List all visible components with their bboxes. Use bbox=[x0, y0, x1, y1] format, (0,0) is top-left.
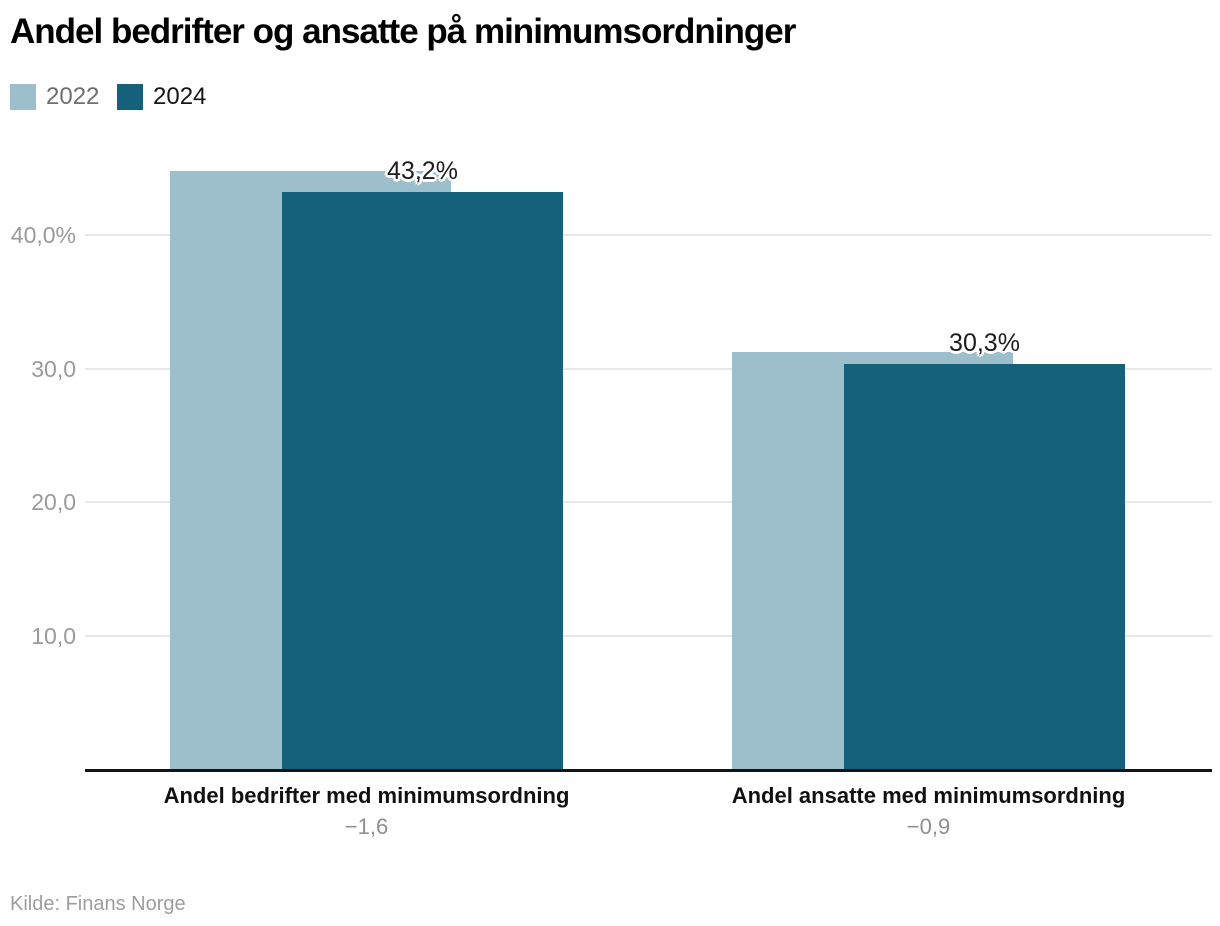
bar-2024-2 bbox=[844, 364, 1125, 769]
legend-item-2024: 2024 bbox=[117, 84, 224, 110]
legend-label-2024: 2024 bbox=[153, 83, 207, 110]
diff-label-1: −1,6 bbox=[344, 814, 389, 839]
y-tick-label-10: 10,0 bbox=[31, 622, 76, 649]
diff-label-2: −0,9 bbox=[906, 814, 951, 839]
y-tick-label-30: 30,0 bbox=[31, 355, 76, 382]
x-axis-line bbox=[85, 769, 1212, 772]
legend-swatch-2022 bbox=[10, 84, 36, 110]
category-label-2: Andel ansatte med minimumsordning bbox=[731, 783, 1126, 808]
legend-item-2022: 2022 bbox=[10, 84, 117, 110]
gridline-40 bbox=[85, 234, 1212, 236]
y-tick-label-40: 40,0% bbox=[10, 222, 76, 248]
chart-title: Andel bedrifter og ansatte på minimumsor… bbox=[10, 12, 796, 51]
gridline-20 bbox=[85, 501, 1212, 503]
category-label-1: Andel bedrifter med minimumsordning bbox=[163, 783, 570, 808]
value-label-2: 30,3% bbox=[949, 329, 1020, 358]
y-tick-label-20: 20,0 bbox=[31, 489, 76, 515]
gridline-30 bbox=[85, 367, 1212, 370]
legend-label-2022: 2022 bbox=[46, 83, 100, 110]
bar-2024-1 bbox=[282, 192, 563, 769]
legend-swatch-2024 bbox=[117, 84, 143, 110]
value-label-1: 43,2% bbox=[387, 157, 458, 186]
gridline-10 bbox=[85, 634, 1212, 637]
source-note: Kilde: Finans Norge bbox=[10, 893, 186, 915]
